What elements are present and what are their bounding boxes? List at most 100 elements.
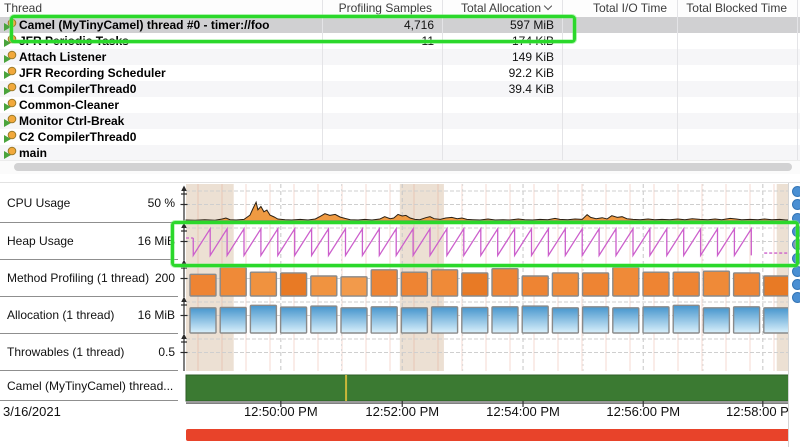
- allocation-bar: [732, 306, 761, 334]
- table-horizontal-scrollbar[interactable]: [0, 160, 800, 174]
- cell-profiling_samples: [322, 65, 434, 81]
- lane-label-row-3[interactable]: Allocation (1 thread) 16 MiB: [0, 297, 178, 334]
- thread-name: C1 CompilerThread0: [19, 82, 137, 96]
- thread-row-2[interactable]: Attach Listener 149 KiB: [0, 49, 800, 65]
- thread-row-8[interactable]: main: [0, 145, 800, 160]
- timeline-plot[interactable]: [0, 183, 800, 447]
- thread-name: Attach Listener: [19, 50, 107, 64]
- thread-row-6[interactable]: Monitor Ctrl-Break: [0, 113, 800, 129]
- cell-total_blocked_time: [677, 81, 789, 97]
- column-separator: [797, 0, 798, 160]
- axis-arrow-icon: [181, 333, 187, 339]
- method-profiling-bar: [491, 267, 519, 297]
- method-profiling-bar: [642, 271, 670, 297]
- thread-icon: [4, 114, 17, 127]
- time-tick-label: 12:58:00 PM: [725, 404, 790, 419]
- method-profiling-bar: [370, 269, 398, 297]
- cell-profiling_samples: [322, 145, 434, 160]
- lane-label-row-5[interactable]: Camel (MyTinyCamel) thread...: [0, 371, 178, 401]
- lane-toggle-button[interactable]: [792, 292, 800, 304]
- thread-name: Common-Cleaner: [19, 98, 120, 112]
- scrollbar-thumb[interactable]: [14, 163, 792, 171]
- allocation-bar: [581, 306, 610, 334]
- column-header-profiling-samples[interactable]: Profiling Samples: [338, 1, 432, 15]
- column-header-total-blocked-time[interactable]: Total Blocked Time: [686, 1, 787, 15]
- allocation-bar: [491, 306, 519, 334]
- right-edge-panel: [788, 183, 800, 447]
- allocation-bar: [551, 307, 580, 334]
- cell-profiling_samples: 11: [421, 34, 434, 48]
- method-profiling-bar: [430, 269, 459, 297]
- axis-arrow-icon: [181, 296, 187, 302]
- lane-label-row-0[interactable]: CPU Usage 50 %: [0, 184, 178, 223]
- lane-toggle-button[interactable]: [792, 186, 800, 197]
- time-range-selector[interactable]: [186, 429, 790, 441]
- cell-profiling_samples: [322, 129, 434, 145]
- lane-toggle-button[interactable]: [792, 265, 800, 277]
- column-separator: [562, 0, 563, 160]
- lane-toggle-button[interactable]: [792, 239, 800, 251]
- method-profiling-bar: [340, 276, 368, 297]
- thread-icon: [4, 66, 17, 79]
- cpu-usage-series: [185, 200, 791, 222]
- lane-toggle-button[interactable]: [792, 279, 800, 291]
- method-profiling-bar: [249, 271, 278, 297]
- axis-arrow-icon: [181, 222, 187, 228]
- lane-axis-tick-label: 0.5: [158, 345, 175, 359]
- lane-label: Method Profiling (1 thread): [7, 271, 150, 285]
- lane-toggle-button[interactable]: [792, 225, 800, 237]
- cell-total_blocked_time: [677, 49, 789, 65]
- column-header-thread[interactable]: Thread: [4, 1, 43, 15]
- allocation-bar: [249, 304, 278, 334]
- timeline-chart-panel: CPU Usage 50 % Heap Usage 16 MiB Method Prof…: [0, 182, 800, 447]
- lane-axis-tick-label: 200: [154, 271, 175, 285]
- thread-icon: [4, 98, 17, 111]
- cell-total_io_time: [562, 113, 669, 129]
- thread-row-0[interactable]: Camel (MyTinyCamel) thread #0 - timer://…: [0, 17, 800, 33]
- thread-icon: [4, 34, 17, 47]
- thread-row-1[interactable]: JFR Periodic Tasks 11 174 KiB: [0, 33, 800, 49]
- method-profiling-bar: [612, 266, 640, 297]
- lane-toggle-button[interactable]: [792, 212, 800, 224]
- cell-total_blocked_time: [677, 17, 789, 33]
- method-profiling-bar: [521, 275, 549, 297]
- lane-label: Allocation (1 thread): [7, 308, 115, 322]
- thread-table-rows: Camel (MyTinyCamel) thread #0 - timer://…: [0, 17, 800, 160]
- thread-row-4[interactable]: C1 CompilerThread0 39.4 KiB: [0, 81, 800, 97]
- cell-total_allocation: 149 KiB: [511, 50, 554, 64]
- cell-total_allocation: [442, 145, 554, 160]
- lane-label-row-1[interactable]: Heap Usage 16 MiB: [0, 223, 178, 260]
- thread-row-7[interactable]: C2 CompilerThread0: [0, 129, 800, 145]
- date-label: 3/16/2021: [3, 404, 61, 419]
- thread-icon: [4, 130, 17, 143]
- cell-total_io_time: [562, 17, 669, 33]
- thread-state-bar[interactable]: [185, 374, 791, 402]
- cell-profiling_samples: 4,716: [403, 18, 434, 32]
- lane-label-row-4[interactable]: Throwables (1 thread) 0.5: [0, 334, 178, 371]
- lane-label: Camel (MyTinyCamel) thread...: [7, 378, 174, 393]
- column-separator: [322, 0, 323, 160]
- cell-profiling_samples: [322, 49, 434, 65]
- thread-row-3[interactable]: JFR Recording Scheduler 92.2 KiB: [0, 65, 800, 81]
- cell-total_allocation: 174 KiB: [511, 34, 554, 48]
- time-tick-label: 12:56:00 PM: [606, 404, 681, 419]
- cell-profiling_samples: [322, 113, 434, 129]
- axis-arrow-icon: [181, 185, 187, 191]
- column-header-total-allocation[interactable]: Total Allocation: [442, 0, 552, 16]
- cell-total_blocked_time: [677, 113, 789, 129]
- lane-toggle-button[interactable]: [792, 199, 800, 211]
- column-header-total-i-o-time[interactable]: Total I/O Time: [592, 1, 667, 15]
- lane-label-row-2[interactable]: Method Profiling (1 thread) 200: [0, 260, 178, 297]
- lane-axis-tick-label: 16 MiB: [137, 308, 175, 322]
- time-tick-label: 12:54:00 PM: [486, 404, 560, 419]
- thread-row-5[interactable]: Common-Cleaner: [0, 97, 800, 113]
- cell-total_io_time: [562, 129, 669, 145]
- cell-total_io_time: [562, 49, 669, 65]
- lane-toggle-button[interactable]: [792, 252, 800, 264]
- method-profiling-bar: [279, 272, 308, 297]
- time-tick-label: 12:52:00 PM: [365, 404, 440, 419]
- allocation-bar: [430, 306, 459, 334]
- axis-arrow-icon: [181, 259, 187, 265]
- column-separator: [442, 0, 443, 160]
- cell-profiling_samples: [322, 97, 434, 113]
